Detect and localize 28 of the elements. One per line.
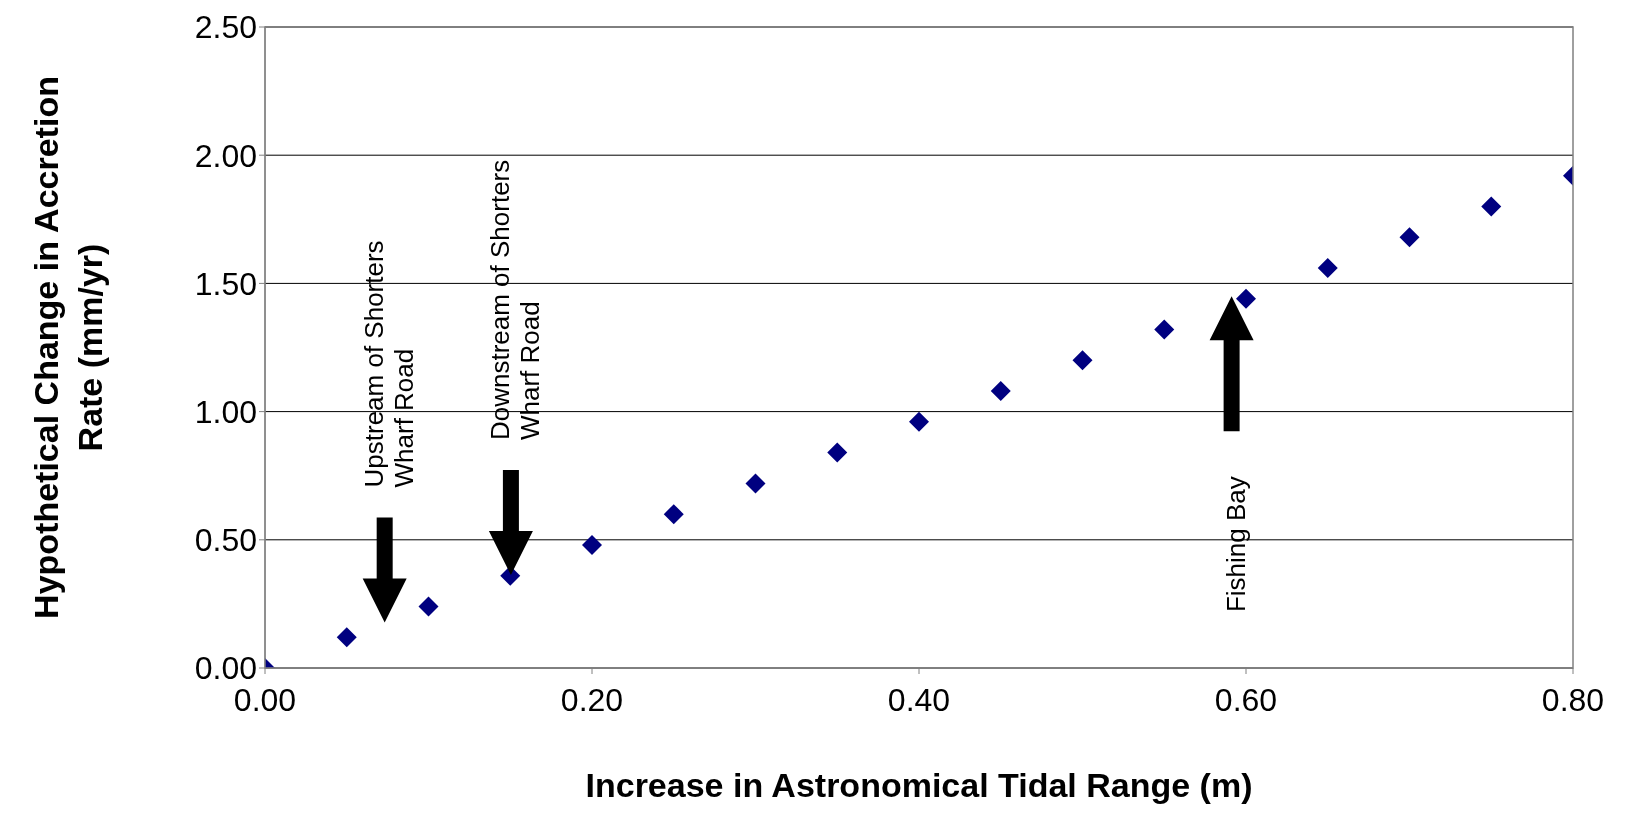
point: [1399, 227, 1420, 248]
point: [990, 381, 1011, 402]
y-tick-label: 0.50: [194, 522, 257, 559]
point: [418, 596, 439, 617]
y-axis-title: Hypothetical Change in Accretion Rate (mm/yr): [27, 76, 109, 619]
point: [582, 534, 602, 555]
point: [663, 504, 684, 525]
x-tick-label: 0.80: [1541, 681, 1605, 718]
point: [1317, 258, 1338, 279]
annotation: Fishing Bay: [1220, 476, 1251, 613]
point: [1154, 319, 1175, 340]
annotation: Upstream of Shorters Wharf Road: [358, 240, 419, 488]
x-tick-label: 0.40: [887, 681, 951, 718]
annotation: Downstream of Shorters Wharf Road: [484, 159, 545, 441]
x-tick-label: 0.20: [560, 681, 624, 718]
point: [745, 473, 766, 494]
y-tick-label: 2.00: [194, 137, 257, 174]
point: [1236, 288, 1256, 309]
point: [909, 411, 929, 432]
point: [336, 627, 357, 648]
y-tick-label: 1.50: [194, 265, 257, 302]
y-tick-label: 1.00: [194, 393, 257, 430]
point: [1481, 196, 1502, 217]
x-tick-label: 0.60: [1214, 681, 1278, 718]
point: [1072, 350, 1093, 371]
y-tick-label: 2.50: [194, 9, 257, 46]
x-axis-title: Increase in Astronomical Tidal Range (m): [585, 766, 1253, 804]
point: [827, 442, 848, 463]
